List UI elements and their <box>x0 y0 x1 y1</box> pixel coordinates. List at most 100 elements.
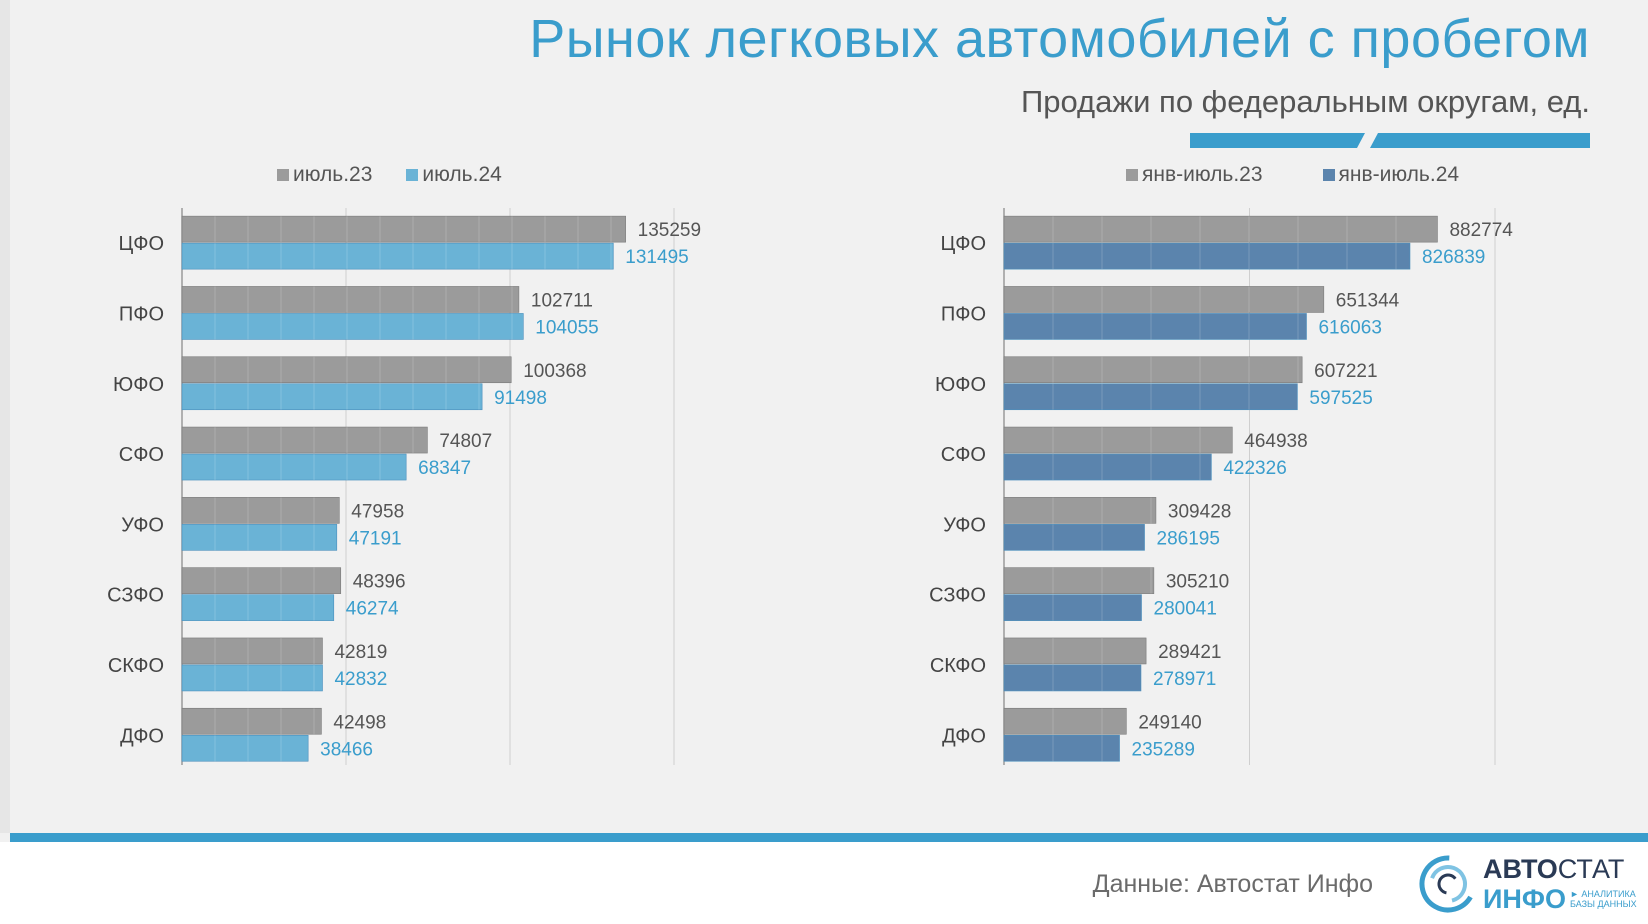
bar-curr-year <box>181 242 614 270</box>
category-label: ДФО <box>120 725 164 747</box>
bar-value-label: 280041 <box>1154 599 1217 620</box>
bar-prev-year <box>181 286 520 313</box>
chart-left-svg: ЦФО 135259 131495 ПФО 102711 104055 ЮФО 100368 9… <box>107 208 701 765</box>
legend-item-july24: июль.24 <box>406 163 502 187</box>
legend-swatch-gray <box>1126 169 1138 181</box>
bar-curr-year <box>1003 383 1298 411</box>
bar-rect <box>1003 707 1127 735</box>
bar-prev-year <box>1003 497 1157 524</box>
legend-swatch-light-blue <box>406 169 419 181</box>
bar-rect <box>181 734 309 762</box>
bar-prev-year <box>181 567 342 594</box>
bar-rect <box>181 286 520 313</box>
category-label: СЗФО <box>107 585 164 607</box>
bar-value-label: 826839 <box>1422 247 1485 268</box>
bar-prev-year <box>1003 286 1325 313</box>
bar-rect <box>1003 734 1120 762</box>
bottom-accent-rule <box>10 833 1648 842</box>
left-edge-strip <box>0 0 10 833</box>
bar-prev-year <box>181 497 340 524</box>
bar-value-label: 48396 <box>353 572 406 593</box>
logo-wordmark-bold: АВТО <box>1483 854 1558 884</box>
legend-swatch-dark-blue <box>1322 169 1335 181</box>
bar-rect <box>1003 664 1142 692</box>
bar-prev-year <box>1003 356 1303 384</box>
bar-value-label: 47958 <box>351 501 404 522</box>
bar-value-label: 278971 <box>1153 669 1216 690</box>
data-source-label: Данные: Автостат Инфо <box>1092 870 1373 898</box>
bar-curr-year <box>1003 453 1212 481</box>
bar-rect <box>181 664 323 692</box>
bar-curr-year <box>1003 313 1307 340</box>
bar-prev-year <box>1003 707 1127 735</box>
legend-right: янв-июль.23 янв-июль.24 <box>1126 163 1459 187</box>
bar-rect <box>1003 356 1303 384</box>
logo-wordmark-top: АВТОСТАТ <box>1483 856 1624 883</box>
category-label: ПФО <box>941 303 986 325</box>
logo-tagline-line1: ► АНАЛИТИКА <box>1570 889 1636 899</box>
legend-item-july23: июль.23 <box>277 163 372 187</box>
bar-value-label: 100368 <box>523 361 586 382</box>
bar-rect <box>181 567 342 594</box>
category-label: ЦФО <box>940 233 986 255</box>
logo-wordmark-light: СТАТ <box>1557 854 1625 884</box>
legend-left: июль.23 июль.24 <box>277 163 502 187</box>
bar-value-label: 464938 <box>1244 431 1307 452</box>
category-label: ЮФО <box>935 374 986 396</box>
bar-value-label: 309428 <box>1168 501 1231 522</box>
bar-curr-year <box>1003 664 1142 692</box>
chart-jan-jul-cumulative: ЦФО 882774 826839 ПФО 651344 616063 ЮФО 607221 5… <box>912 200 1632 810</box>
bar-rect <box>1003 215 1438 243</box>
bar-rect <box>181 707 322 735</box>
bar-rect <box>181 356 512 384</box>
bar-value-label: 131495 <box>625 247 688 268</box>
bar-rect <box>181 383 483 411</box>
bar-curr-year <box>181 524 338 551</box>
bar-curr-year <box>181 664 323 692</box>
category-label: ЮФО <box>113 374 164 396</box>
legend-label-jan-jul24: янв-июль.24 <box>1338 163 1460 186</box>
bar-value-label: 91498 <box>494 388 547 409</box>
bar-curr-year <box>181 734 309 762</box>
bar-curr-year <box>1003 242 1411 270</box>
logo-tagline-line2: БАЗЫ ДАННЫХ <box>1570 899 1637 909</box>
bar-rect <box>1003 426 1233 454</box>
chart-july-monthly: ЦФО 135259 131495 ПФО 102711 104055 ЮФО 100368 9… <box>90 200 810 810</box>
footer-bar <box>0 842 1648 924</box>
bar-value-label: 882774 <box>1449 220 1513 241</box>
bar-rect <box>1003 242 1411 270</box>
avtostat-logo: АВТОСТАТ ИНФО ► АНАЛИТИКА БАЗЫ ДАННЫХ <box>1418 852 1637 916</box>
bar-value-label: 651344 <box>1336 290 1400 311</box>
bar-value-label: 616063 <box>1318 317 1381 338</box>
legend-item-jan-jul23: янв-июль.23 <box>1126 163 1263 187</box>
bar-curr-year <box>1003 524 1145 551</box>
bar-rect <box>181 524 338 551</box>
bar-value-label: 422326 <box>1223 458 1286 479</box>
category-label: СКФО <box>108 655 164 677</box>
bar-prev-year <box>181 426 428 454</box>
bar-prev-year <box>1003 426 1233 454</box>
bar-curr-year <box>181 313 524 340</box>
bar-rect <box>1003 453 1212 481</box>
bar-rect <box>181 426 428 454</box>
legend-swatch-gray <box>277 169 289 181</box>
category-label: СЗФО <box>929 585 986 607</box>
logo-wordmark-bottom: ИНФО <box>1483 884 1566 914</box>
category-label: УФО <box>121 514 164 536</box>
category-label: СФО <box>119 444 164 466</box>
bar-prev-year <box>1003 215 1438 243</box>
bar-rect <box>181 242 614 270</box>
bar-value-label: 286195 <box>1157 528 1220 549</box>
chart-right-svg: ЦФО 882774 826839 ПФО 651344 616063 ЮФО 607221 5… <box>929 208 1513 765</box>
bar-prev-year <box>181 707 322 735</box>
bar-rect <box>1003 286 1325 313</box>
bar-value-label: 46274 <box>346 599 399 620</box>
bar-value-label: 235289 <box>1132 739 1195 760</box>
bar-curr-year <box>181 453 407 481</box>
bar-prev-year <box>1003 567 1155 594</box>
bar-value-label: 289421 <box>1158 642 1221 663</box>
page-title: Рынок легковых автомобилей с пробегом <box>529 9 1590 69</box>
bar-rect <box>181 313 524 340</box>
bar-rect <box>1003 637 1147 665</box>
bar-value-label: 305210 <box>1166 572 1229 593</box>
